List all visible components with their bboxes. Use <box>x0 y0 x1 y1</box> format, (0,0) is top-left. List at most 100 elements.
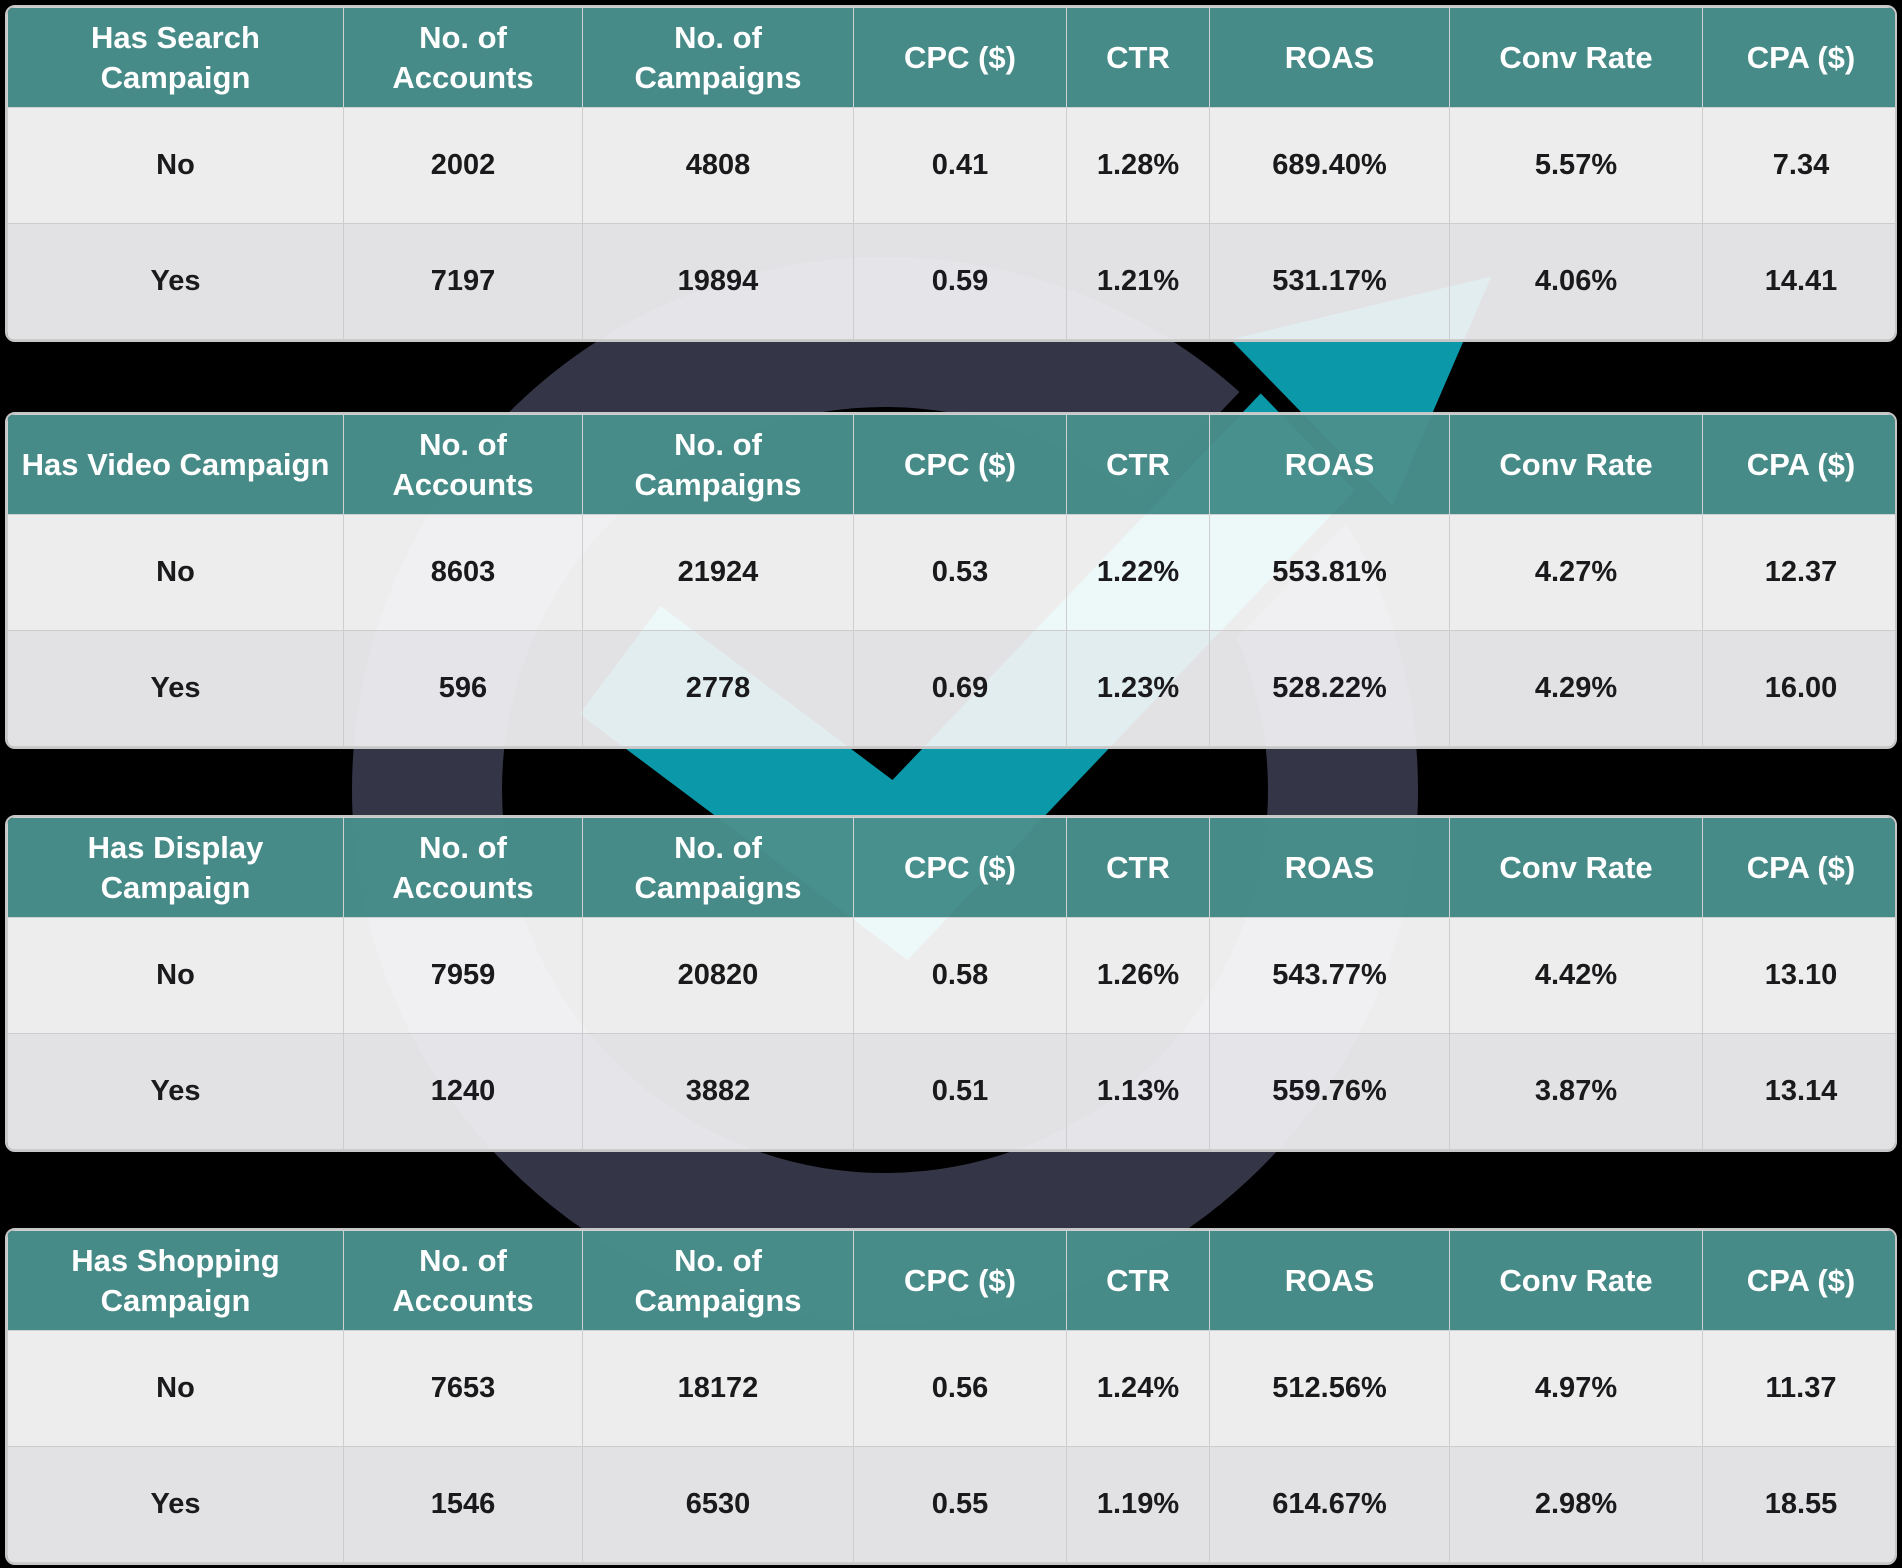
metric-value-cell: 3882 <box>582 1033 854 1150</box>
metric-value-cell: 8603 <box>343 514 583 631</box>
metric-value-cell: 1.24% <box>1066 1330 1210 1447</box>
metric-value-cell: 19894 <box>582 223 854 340</box>
column-header-cell: CPC ($) <box>853 1230 1067 1331</box>
column-header-cell: ROAS <box>1209 1230 1450 1331</box>
column-header-cell: CTR <box>1066 1230 1210 1331</box>
header-row: Has Video Campaign No. of Accounts No. of … <box>7 414 1895 515</box>
column-header-cell: No. of Accounts <box>343 414 583 515</box>
metric-value-cell: 1.13% <box>1066 1033 1210 1150</box>
metric-value-cell: 0.56 <box>853 1330 1067 1447</box>
metric-value-cell: 13.14 <box>1702 1033 1895 1150</box>
metrics-table: Has Display Campaign No. of Accounts No. o… <box>7 817 1895 1150</box>
row-label-cell: Yes <box>7 1446 344 1563</box>
metrics-table: Has Shopping Campaign No. of Accounts No. … <box>7 1230 1895 1563</box>
row-label-cell: No <box>7 514 344 631</box>
metric-value-cell: 543.77% <box>1209 917 1450 1034</box>
metric-value-cell: 0.59 <box>853 223 1067 340</box>
metric-value-cell: 4.42% <box>1449 917 1703 1034</box>
metric-value-cell: 553.81% <box>1209 514 1450 631</box>
table-has-display-campaign: Has Display Campaign No. of Accounts No. o… <box>5 815 1897 1152</box>
row-label-cell: No <box>7 1330 344 1447</box>
table-row: Yes 596 2778 0.69 1.23% 528.22% 4.29% 16.00 <box>7 630 1895 747</box>
column-header-cell: No. of Accounts <box>343 7 583 108</box>
metric-value-cell: 18172 <box>582 1330 854 1447</box>
column-header-cell: CPA ($) <box>1702 7 1895 108</box>
row-label-cell: Yes <box>7 223 344 340</box>
metric-value-cell: 4.27% <box>1449 514 1703 631</box>
metric-value-cell: 528.22% <box>1209 630 1450 747</box>
table-title-cell: Has Shopping Campaign <box>7 1230 344 1331</box>
row-label-cell: No <box>7 107 344 224</box>
metric-value-cell: 1.26% <box>1066 917 1210 1034</box>
metric-value-cell: 0.53 <box>853 514 1067 631</box>
table-row: No 8603 21924 0.53 1.22% 553.81% 4.27% 12.37 <box>7 514 1895 631</box>
metric-value-cell: 1546 <box>343 1446 583 1563</box>
column-header-cell: No. of Accounts <box>343 1230 583 1331</box>
metric-value-cell: 11.37 <box>1702 1330 1895 1447</box>
column-header-cell: Conv Rate <box>1449 817 1703 918</box>
column-header-cell: CPA ($) <box>1702 1230 1895 1331</box>
table-row: Yes 1240 3882 0.51 1.13% 559.76% 3.87% 13.14 <box>7 1033 1895 1150</box>
column-header-cell: No. of Campaigns <box>582 1230 854 1331</box>
metric-value-cell: 7653 <box>343 1330 583 1447</box>
table-has-search-campaign: Has Search Campaign No. of Accounts No. of… <box>5 5 1897 342</box>
metric-value-cell: 12.37 <box>1702 514 1895 631</box>
table-row: Yes 1546 6530 0.55 1.19% 614.67% 2.98% 18.55 <box>7 1446 1895 1563</box>
row-label-cell: No <box>7 917 344 1034</box>
header-row: Has Shopping Campaign No. of Accounts No. … <box>7 1230 1895 1331</box>
metric-value-cell: 1.19% <box>1066 1446 1210 1563</box>
table-title-cell: Has Display Campaign <box>7 817 344 918</box>
column-header-cell: No. of Campaigns <box>582 817 854 918</box>
column-header-cell: CPA ($) <box>1702 414 1895 515</box>
column-header-cell: CTR <box>1066 817 1210 918</box>
metric-value-cell: 596 <box>343 630 583 747</box>
metric-value-cell: 689.40% <box>1209 107 1450 224</box>
metric-value-cell: 559.76% <box>1209 1033 1450 1150</box>
metric-value-cell: 512.56% <box>1209 1330 1450 1447</box>
table-title-cell: Has Search Campaign <box>7 7 344 108</box>
metric-value-cell: 3.87% <box>1449 1033 1703 1150</box>
table-title-cell: Has Video Campaign <box>7 414 344 515</box>
table-has-video-campaign: Has Video Campaign No. of Accounts No. of … <box>5 412 1897 749</box>
column-header-cell: Conv Rate <box>1449 1230 1703 1331</box>
metric-value-cell: 16.00 <box>1702 630 1895 747</box>
column-header-cell: No. of Campaigns <box>582 414 854 515</box>
metric-value-cell: 18.55 <box>1702 1446 1895 1563</box>
column-header-cell: CTR <box>1066 414 1210 515</box>
table-has-shopping-campaign: Has Shopping Campaign No. of Accounts No. … <box>5 1228 1897 1565</box>
metric-value-cell: 7.34 <box>1702 107 1895 224</box>
metric-value-cell: 6530 <box>582 1446 854 1563</box>
column-header-cell: CPC ($) <box>853 7 1067 108</box>
metric-value-cell: 2.98% <box>1449 1446 1703 1563</box>
metric-value-cell: 21924 <box>582 514 854 631</box>
column-header-cell: ROAS <box>1209 414 1450 515</box>
metric-value-cell: 14.41 <box>1702 223 1895 340</box>
metric-value-cell: 0.55 <box>853 1446 1067 1563</box>
metric-value-cell: 7197 <box>343 223 583 340</box>
header-row: Has Search Campaign No. of Accounts No. of… <box>7 7 1895 108</box>
metric-value-cell: 1.28% <box>1066 107 1210 224</box>
metric-value-cell: 0.69 <box>853 630 1067 747</box>
column-header-cell: No. of Accounts <box>343 817 583 918</box>
column-header-cell: Conv Rate <box>1449 7 1703 108</box>
column-header-cell: CPA ($) <box>1702 817 1895 918</box>
metric-value-cell: 4.97% <box>1449 1330 1703 1447</box>
metric-value-cell: 614.67% <box>1209 1446 1450 1563</box>
column-header-cell: ROAS <box>1209 7 1450 108</box>
metric-value-cell: 531.17% <box>1209 223 1450 340</box>
metric-value-cell: 1240 <box>343 1033 583 1150</box>
metric-value-cell: 4808 <box>582 107 854 224</box>
metric-value-cell: 0.41 <box>853 107 1067 224</box>
metric-value-cell: 7959 <box>343 917 583 1034</box>
column-header-cell: CPC ($) <box>853 817 1067 918</box>
metrics-table: Has Search Campaign No. of Accounts No. of… <box>7 7 1895 340</box>
metric-value-cell: 5.57% <box>1449 107 1703 224</box>
metric-value-cell: 1.21% <box>1066 223 1210 340</box>
metric-value-cell: 4.06% <box>1449 223 1703 340</box>
header-row: Has Display Campaign No. of Accounts No. o… <box>7 817 1895 918</box>
table-row: No 7653 18172 0.56 1.24% 512.56% 4.97% 11.37 <box>7 1330 1895 1447</box>
metric-value-cell: 13.10 <box>1702 917 1895 1034</box>
metric-value-cell: 1.23% <box>1066 630 1210 747</box>
metric-value-cell: 1.22% <box>1066 514 1210 631</box>
metrics-table: Has Video Campaign No. of Accounts No. of … <box>7 414 1895 747</box>
